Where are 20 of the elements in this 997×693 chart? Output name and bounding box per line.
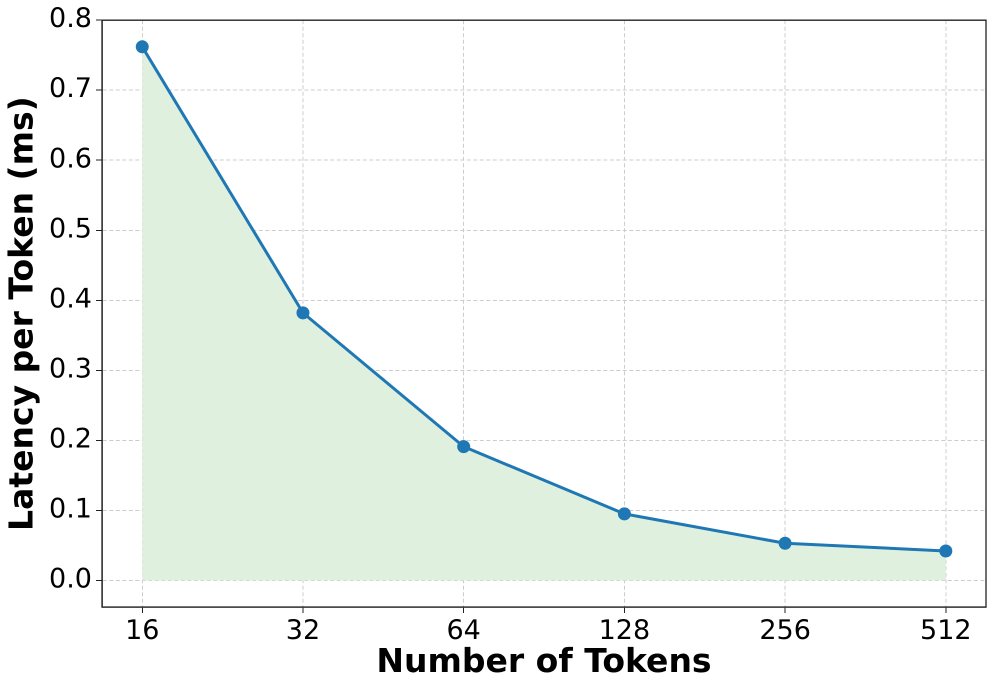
point [296,306,310,320]
y-tick-label: 0.4 [49,283,92,314]
y-tick-label: 0.7 [49,73,92,104]
y-tick-label: 0.3 [49,353,92,384]
y-tick-label: 0.6 [49,143,92,174]
x-tick-label: 512 [920,615,972,646]
y-tick-label: 0.2 [49,423,92,454]
y-tick-label: 0.1 [49,493,92,524]
x-tick-label: 256 [759,615,811,646]
point [457,440,470,454]
point [939,544,952,558]
x-tick-label: 32 [286,615,320,646]
point [136,40,149,54]
point [618,507,631,520]
y-tick-label: 0.0 [49,563,92,594]
x-tick-label: 16 [125,615,160,646]
y-axis-title: Latency per Token (ms) [1,96,40,531]
y-tick-label: 0.8 [49,3,92,34]
y-tick-label: 0.5 [49,213,92,244]
point [778,536,792,550]
